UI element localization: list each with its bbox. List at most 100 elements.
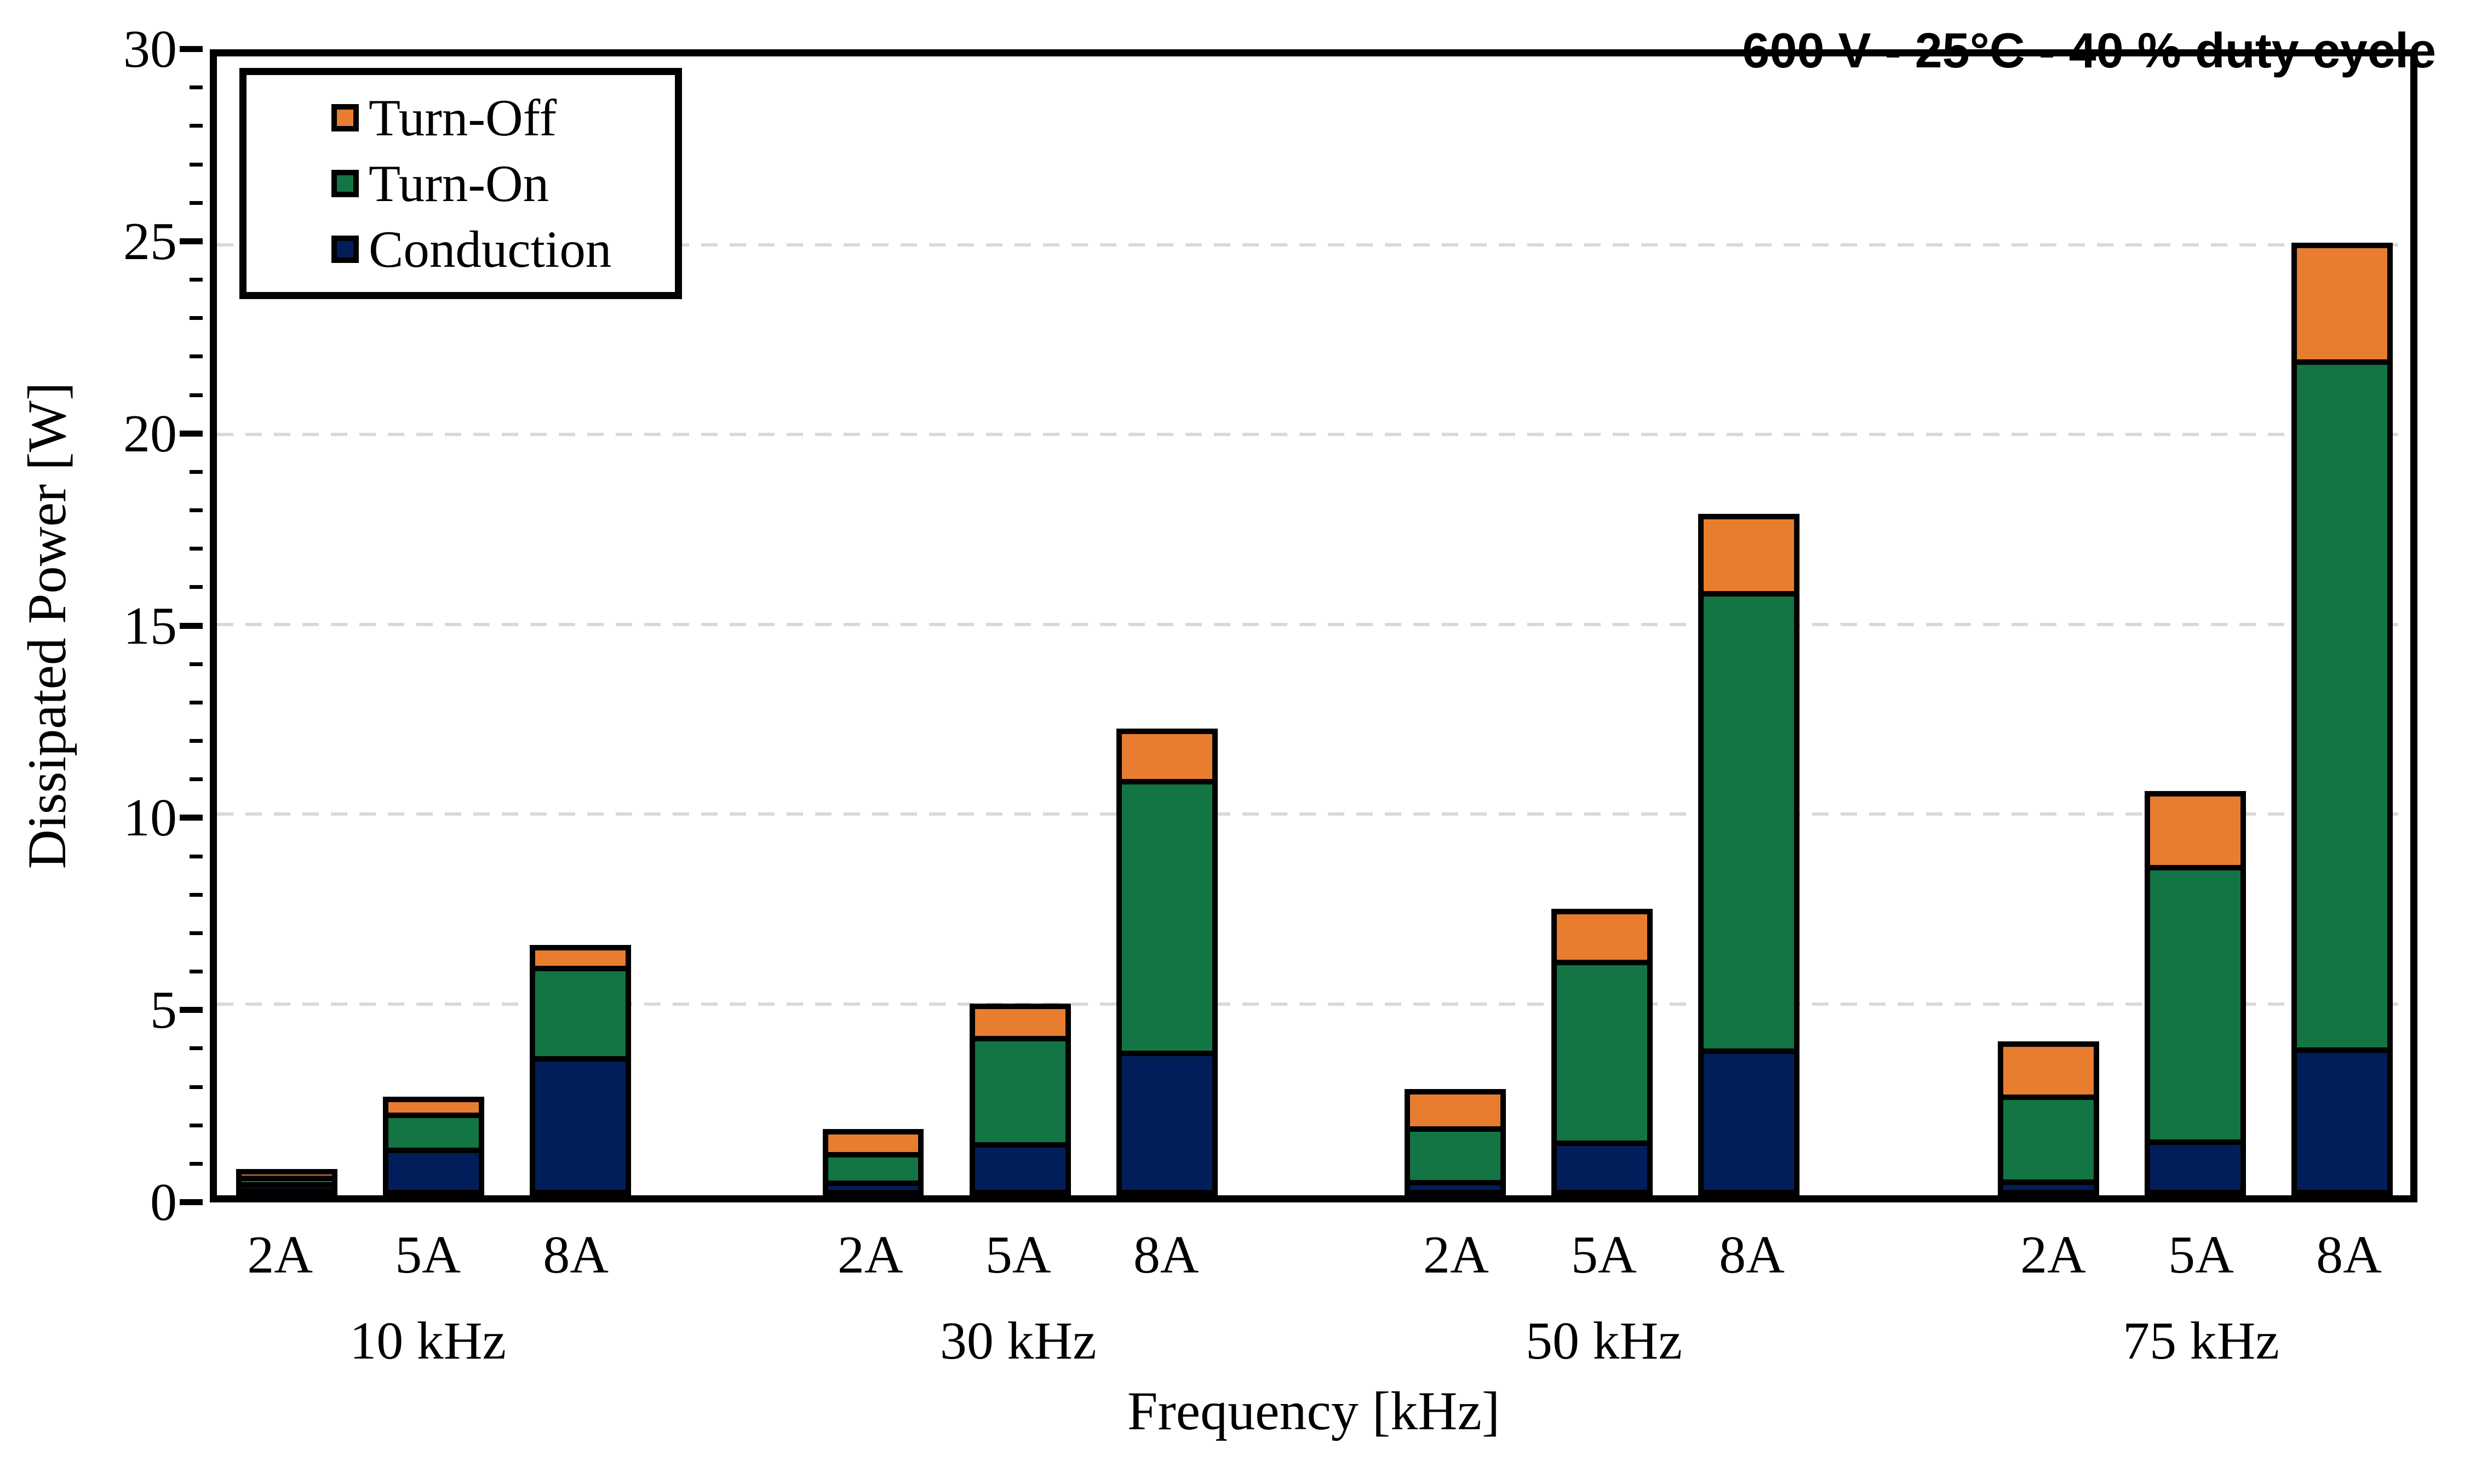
bar-30kHz-8A <box>1116 728 1218 1195</box>
legend-item-conduction: Conduction <box>331 220 675 278</box>
y-minor-tick-28 <box>190 124 203 128</box>
segment-turn_off <box>388 1102 479 1113</box>
bar-75kHz-2A <box>1997 1041 2099 1195</box>
y-minor-tick-4 <box>190 1046 203 1051</box>
segment-conduction <box>2003 1179 2094 1190</box>
segment-turn_off <box>2297 248 2388 359</box>
turn-on-swatch-icon <box>331 170 359 197</box>
group-label-10kHz: 10 kHz <box>349 1311 507 1371</box>
gridline-5w <box>217 1002 2410 1006</box>
segment-conduction <box>1122 1050 1212 1190</box>
y-minor-tick-16 <box>190 585 203 589</box>
segment-turn_on <box>2297 359 2388 1047</box>
y-minor-tick-23 <box>190 316 203 320</box>
segment-turn_on <box>1704 591 1795 1048</box>
gridline-10w <box>217 812 2410 816</box>
legend-label-conduction: Conduction <box>369 220 612 278</box>
y-minor-tick-6 <box>190 970 203 973</box>
legend-box: Turn-Off Turn-On Conduction <box>239 68 682 299</box>
conduction-swatch-icon <box>331 236 359 263</box>
segment-conduction <box>2297 1047 2388 1190</box>
y-minor-tick-9 <box>190 854 203 858</box>
bar-10kHz-2A <box>236 1168 337 1195</box>
bar-50kHz-2A <box>1404 1088 1506 1195</box>
segment-turn_off <box>2150 796 2240 865</box>
x-tick-label-75kHz-2A: 2A <box>2020 1225 2086 1285</box>
y-minor-tick-26 <box>190 200 203 205</box>
x-tick-label-30kHz-5A: 5A <box>985 1225 1051 1285</box>
y-minor-tick-19 <box>190 469 203 474</box>
x-tick-label-10kHz-8A: 8A <box>543 1225 609 1285</box>
bar-10kHz-8A <box>530 944 632 1195</box>
y-minor-tick-2 <box>190 1123 203 1127</box>
bar-10kHz-5A <box>383 1096 484 1195</box>
y-minor-tick-1 <box>190 1161 203 1166</box>
y-major-tick-10 <box>180 815 203 821</box>
segment-conduction <box>975 1142 1065 1190</box>
y-minor-tick-27 <box>190 162 203 167</box>
y-major-tick-5 <box>180 1007 203 1013</box>
segment-conduction <box>1704 1048 1795 1190</box>
bar-30kHz-5A <box>969 1004 1071 1195</box>
segment-turn_off <box>1122 734 1212 780</box>
segment-turn_on <box>535 966 626 1057</box>
y-tick-label-0: 0 <box>150 1173 177 1232</box>
y-minor-tick-13 <box>190 700 203 704</box>
x-tick-label-75kHz-8A: 8A <box>2316 1225 2382 1285</box>
y-major-tick-15 <box>180 622 203 629</box>
segment-turn_on <box>2003 1094 2094 1180</box>
segment-conduction <box>535 1056 626 1190</box>
segment-conduction <box>1557 1141 1647 1190</box>
y-minor-tick-17 <box>190 547 203 551</box>
legend-label-turn-on: Turn-On <box>369 154 549 213</box>
bar-75kHz-8A <box>2291 242 2393 1195</box>
gridline-15w <box>217 622 2410 626</box>
y-major-tick-30 <box>180 46 203 52</box>
y-minor-tick-18 <box>190 508 203 512</box>
y-minor-tick-29 <box>190 85 203 90</box>
segment-turn_on <box>1557 960 1647 1141</box>
turn-off-swatch-icon <box>331 104 359 131</box>
y-minor-tick-3 <box>190 1085 203 1089</box>
y-tick-label-5: 5 <box>150 981 177 1040</box>
y-minor-tick-8 <box>190 892 203 897</box>
segment-turn_on <box>1409 1126 1500 1180</box>
x-tick-label-10kHz-5A: 5A <box>395 1225 461 1285</box>
segment-turn_off <box>1557 914 1647 960</box>
y-minor-tick-21 <box>190 393 203 397</box>
group-label-75kHz: 75 kHz <box>2123 1311 2279 1371</box>
x-tick-label-30kHz-2A: 2A <box>837 1225 903 1285</box>
y-minor-tick-14 <box>190 662 203 666</box>
bar-50kHz-8A <box>1698 514 1800 1195</box>
segment-turn_off <box>828 1134 919 1153</box>
gridline-25w <box>217 243 2410 247</box>
legend-label-turn-off: Turn-Off <box>369 88 557 147</box>
bar-75kHz-5A <box>2145 790 2246 1195</box>
legend-item-turn-off: Turn-Off <box>331 88 675 147</box>
legend-item-turn-on: Turn-On <box>331 154 675 213</box>
segment-turn_off <box>241 1174 332 1176</box>
bar-50kHz-5A <box>1551 908 1653 1195</box>
segment-turn_off <box>1704 519 1795 591</box>
segment-conduction <box>828 1181 919 1190</box>
y-tick-label-25: 25 <box>123 211 177 271</box>
segment-turn_on <box>828 1152 919 1181</box>
y-minor-tick-12 <box>190 739 203 743</box>
x-tick-label-50kHz-2A: 2A <box>1423 1225 1489 1285</box>
segment-conduction <box>388 1147 479 1190</box>
y-tick-label-30: 30 <box>123 20 177 79</box>
segment-turn_off <box>2003 1047 2094 1095</box>
bar-30kHz-2A <box>822 1128 924 1195</box>
segment-turn_on <box>975 1036 1065 1143</box>
y-major-tick-0 <box>180 1199 203 1205</box>
segment-turn_on <box>241 1175 332 1183</box>
segment-turn_on <box>388 1112 479 1148</box>
y-major-tick-20 <box>180 430 203 437</box>
y-minor-tick-7 <box>190 931 203 935</box>
x-tick-label-10kHz-2A: 2A <box>247 1225 313 1285</box>
segment-turn_off <box>1409 1094 1500 1126</box>
gridline-20w <box>217 433 2410 436</box>
y-minor-tick-11 <box>190 777 203 782</box>
x-axis-title: Frequency [kHz] <box>1127 1380 1500 1441</box>
x-tick-label-75kHz-5A: 5A <box>2168 1225 2234 1285</box>
